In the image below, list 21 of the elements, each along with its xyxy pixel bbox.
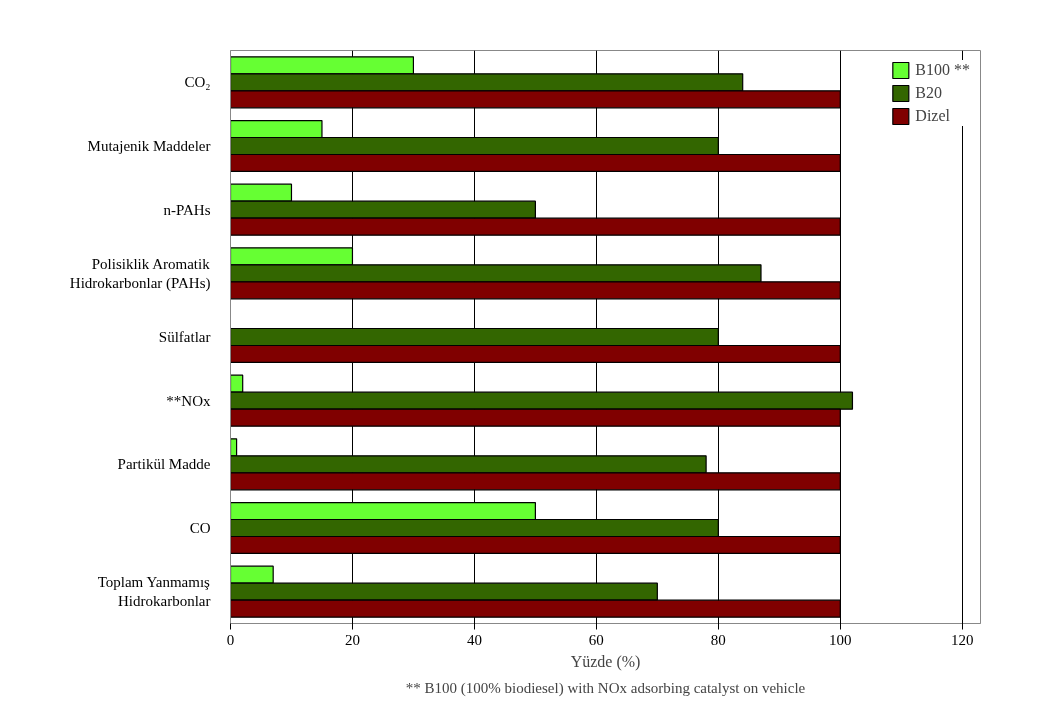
x-tick-label: 0 — [226, 631, 235, 648]
legend-label: Dizel — [915, 107, 950, 125]
legend-label: B100 ** — [915, 61, 970, 79]
y-tick-label: CO — [189, 520, 211, 536]
x-tick-label: 100 — [829, 631, 852, 648]
x-axis-title: Yüzde (%) — [570, 652, 641, 671]
x-tick-label: 120 — [950, 631, 974, 648]
x-tick-label: 20 — [344, 631, 360, 648]
x-tick-label: 40 — [466, 631, 482, 648]
y-tick-label: n-PAHs — [163, 201, 211, 218]
x-tick-label: 80 — [710, 631, 726, 648]
y-tick-label: Sülfatlar — [158, 329, 211, 345]
legend-label: B20 — [915, 84, 942, 102]
text: ** B100 (100% biodiesel) with NOx adsorbing catalyst on vehicle — [405, 679, 806, 697]
x-tick-label: 60 — [588, 631, 604, 648]
y-tick-label: CO₂ — [184, 74, 211, 91]
y-tick-label: Toplam Yanmamış Hidrokarbonlar — [97, 574, 211, 610]
y-tick-label: Polisiklik Aromatik Hidrokarbonlar (PAHs) — [69, 255, 211, 292]
y-tick-label: **NOx — [166, 392, 211, 409]
y-tick-label: Partikül Madde — [117, 456, 211, 473]
y-tick-label: Mutajenik Maddeler — [87, 138, 211, 154]
